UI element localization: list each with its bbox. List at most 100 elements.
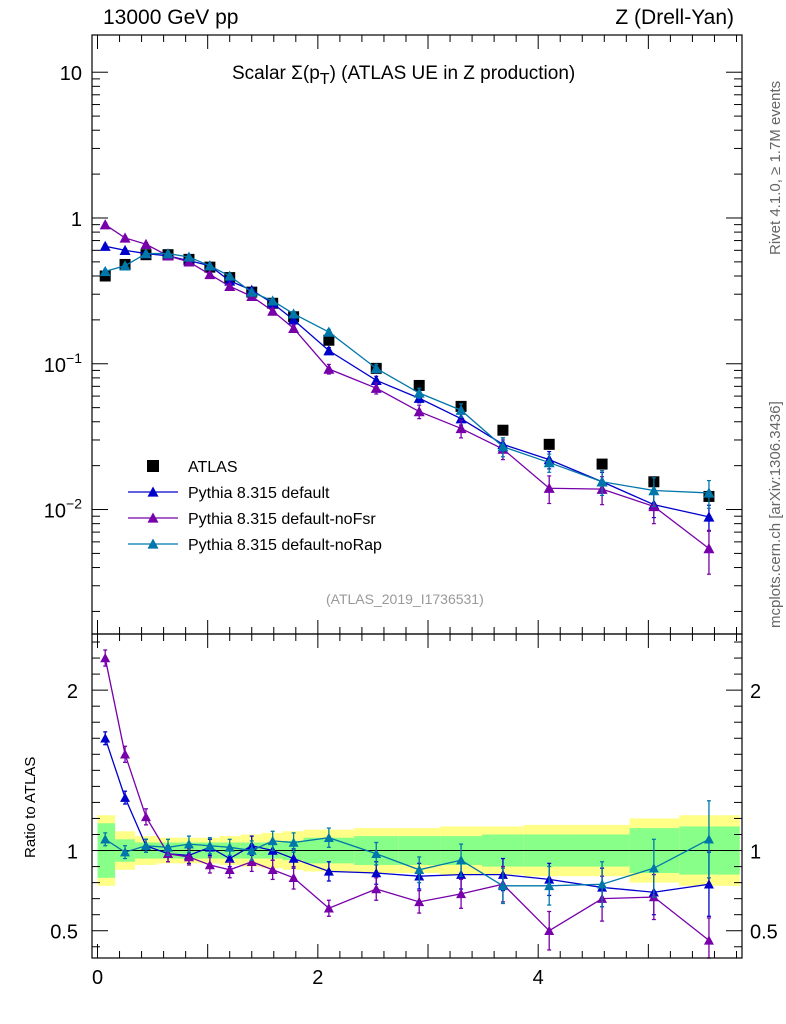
ratio-panel: 0 2 4 0.5 0.5 1 1 2 2 xyxy=(50,633,778,989)
title-subscript: T xyxy=(319,70,330,88)
main-ytick-label: 1 xyxy=(71,209,82,231)
legend-marker-data xyxy=(147,460,159,472)
main-marker-noRap xyxy=(413,387,425,398)
ratio-ytick-label-left: 1 xyxy=(67,842,78,864)
main-marker-noFsr xyxy=(543,482,555,493)
ratio-marker-noRap xyxy=(288,837,299,847)
main-marker-noFsr xyxy=(224,280,236,291)
mcplots-label: mcplots.cern.ch [arXiv:1306.3436] xyxy=(767,401,784,628)
ratio-marker-default xyxy=(288,853,299,863)
title-close: ) xyxy=(329,63,336,84)
ratio-marker-noRap xyxy=(204,840,215,850)
main-ytick-label-base: 10 xyxy=(60,63,82,85)
ratio-xtick-label: 0 xyxy=(92,967,103,989)
legend-marker-noRap xyxy=(147,538,159,549)
ratio-marker-default xyxy=(371,867,382,878)
ratio-marker-noFsr xyxy=(204,859,215,870)
main-marker-noFsr xyxy=(323,363,335,374)
ratio-marker-noRap xyxy=(183,839,194,849)
ratio-marker-noRap xyxy=(224,842,235,852)
main-ytick-label-exp: −1 xyxy=(66,350,82,366)
rivet-version-label: Rivet 4.1.0, ≥ 1.7M events xyxy=(767,80,784,255)
main-marker-data xyxy=(497,424,509,436)
main-marker-noFsr xyxy=(370,382,382,393)
ratio-frame xyxy=(91,633,743,959)
ratio-marker-noRap xyxy=(371,848,382,858)
ratio-ytick-label-left: 2 xyxy=(67,681,78,703)
main-marker-noRap xyxy=(183,251,195,262)
main-marker-noRap xyxy=(224,270,236,281)
legend-label-data: ATLAS xyxy=(188,459,238,476)
main-marker-default xyxy=(455,413,467,424)
ratio-marker-noRap xyxy=(267,835,278,846)
ratio-marker-default xyxy=(100,733,111,743)
main-marker-noRap xyxy=(455,404,467,415)
ratio-marker-noFsr xyxy=(267,864,278,875)
main-marker-default xyxy=(323,345,335,356)
ratio-marker-noRap xyxy=(100,834,111,844)
main-ytick-label: 10−1 xyxy=(44,350,82,377)
main-marker-data xyxy=(543,438,555,450)
ratio-marker-noFsr xyxy=(371,884,382,894)
ratio-marker-noFsr xyxy=(323,903,334,913)
main-marker-noFsr xyxy=(703,543,715,554)
ratio-marker-noRap xyxy=(140,840,151,850)
analysis-id-label: (ATLAS_2019_I1736531) xyxy=(326,591,484,607)
ratio-marker-noFsr xyxy=(224,864,235,875)
ratio-marker-noRap xyxy=(163,842,174,852)
ratio-marker-default xyxy=(120,792,131,802)
main-marker-noRap xyxy=(267,295,279,306)
ratio-line-noFsr xyxy=(104,657,710,941)
ratio-ytick-label-right: 2 xyxy=(750,681,761,703)
main-marker-noRap xyxy=(140,248,152,259)
ratio-marker-noFsr xyxy=(456,888,467,899)
main-marker-noRap xyxy=(288,308,300,319)
ratio-xtick-label: 2 xyxy=(312,967,323,989)
main-marker-data xyxy=(596,458,608,470)
main-marker-noRap xyxy=(497,441,509,452)
main-marker-noFsr xyxy=(455,422,467,434)
main-marker-noRap xyxy=(99,265,111,277)
main-marker-default xyxy=(119,244,131,255)
main-marker-noRap xyxy=(204,260,216,271)
main-ytick-label-base: 10 xyxy=(44,355,66,377)
main-marker-noFsr xyxy=(204,268,216,280)
legend-marker-noFsr xyxy=(147,512,159,523)
ratio-marker-noFsr xyxy=(120,749,131,759)
title-rest: (ATLAS UE in Z production) xyxy=(335,63,576,84)
main-marker-noRap xyxy=(703,487,715,498)
ratio-xtick-label: 4 xyxy=(533,967,544,989)
ratio-axis-label: Ratio to ATLAS xyxy=(22,756,39,858)
ratio-marker-noRap xyxy=(323,832,334,842)
header-energy: 13000 GeV pp xyxy=(103,6,239,29)
ratio-ytick-label-right: 1 xyxy=(750,842,761,864)
main-marker-noRap xyxy=(596,476,608,487)
ratio-marker-noFsr xyxy=(140,811,151,822)
main-marker-noFsr xyxy=(119,232,131,243)
main-ytick-label-base: 10 xyxy=(44,501,66,523)
main-marker-noFsr xyxy=(413,406,425,417)
ratio-marker-noRap xyxy=(120,847,131,857)
ratio-marker-noFsr xyxy=(703,935,714,945)
ratio-marker-noFsr xyxy=(100,653,111,663)
main-marker-default xyxy=(288,314,300,325)
ratio-marker-noRap xyxy=(414,864,425,875)
main-marker-noRap xyxy=(246,286,258,297)
ratio-marker-noRap xyxy=(544,880,555,891)
ratio-marker-noFsr xyxy=(414,896,425,907)
main-marker-default xyxy=(370,374,382,385)
main-marker-default xyxy=(703,511,715,522)
ratio-marker-noRap xyxy=(246,845,257,855)
ratio-marker-default xyxy=(703,879,714,889)
main-ytick-label-base: 1 xyxy=(71,209,82,231)
ratio-ytick-label-right: 0.5 xyxy=(750,922,778,944)
legend: ATLAS Pythia 8.315 default Pythia 8.315 de… xyxy=(128,459,382,554)
main-marker-noRap xyxy=(648,485,660,496)
ratio-marker-noFsr xyxy=(544,925,555,935)
main-marker-noFsr xyxy=(267,305,279,316)
main-marker-data xyxy=(323,334,335,346)
main-marker-noRap xyxy=(370,362,382,374)
ratio-marker-noRap xyxy=(456,855,467,865)
main-line-default xyxy=(105,245,710,518)
main-marker-noFsr xyxy=(288,322,300,334)
